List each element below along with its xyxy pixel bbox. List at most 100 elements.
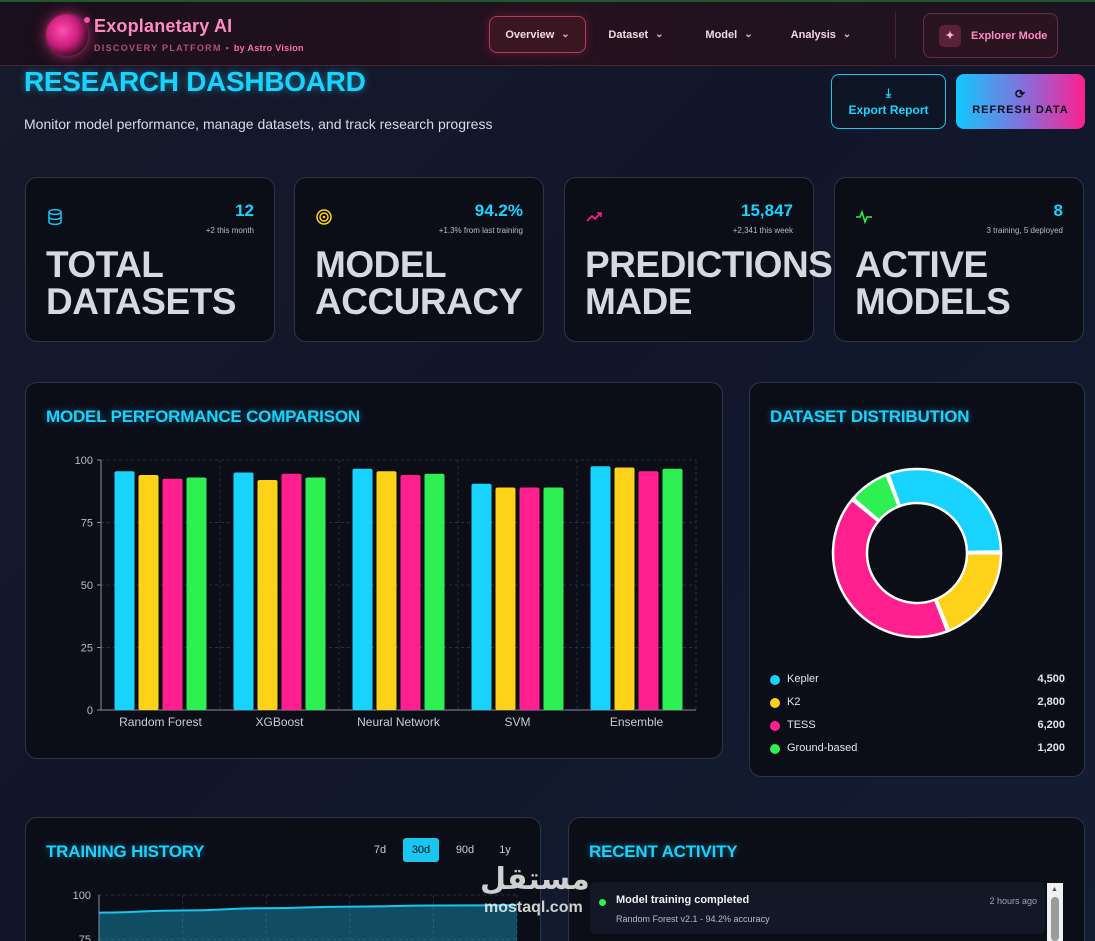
- y-tick-label: 100: [75, 455, 93, 467]
- chevron-down-icon: ⌄: [842, 29, 852, 40]
- donut-slice: [831, 498, 949, 639]
- bar: [281, 473, 302, 710]
- watermark: مستقل mostaql.com: [480, 862, 615, 922]
- legend-swatch: [770, 721, 780, 731]
- legend-value: 1,200: [1037, 742, 1065, 754]
- stat-label: Active Models: [855, 244, 1011, 322]
- bar: [352, 468, 373, 710]
- nav-divider: [895, 12, 896, 58]
- scroll-up-icon[interactable]: ▲: [1051, 886, 1058, 893]
- performance-bar-chart: 0 25 50 75 100 Random Forest XGBoost Neural Net…: [75, 455, 697, 729]
- y-tick-label: 75: [81, 518, 93, 530]
- stat-delta: 3 training, 5 deployed: [986, 226, 1064, 235]
- legend-value: 2,800: [1037, 696, 1065, 708]
- donut-slice: [851, 473, 901, 523]
- legend-value: 4,500: [1037, 673, 1065, 685]
- bar: [114, 471, 135, 710]
- legend-item[interactable]: Ground-based 1,200: [770, 740, 1065, 760]
- legend-label: TESS: [787, 719, 816, 731]
- refresh-data-button[interactable]: ⟳ REFRESH DATA: [956, 74, 1085, 129]
- stat-value: 15,847: [741, 201, 793, 220]
- bar: [662, 468, 683, 710]
- bar: [376, 471, 397, 710]
- trending-up-icon: [586, 212, 602, 222]
- status-dot: [84, 17, 90, 23]
- training-area-chart: 75 100: [73, 890, 518, 941]
- bar: [400, 475, 421, 710]
- activity-time: 2 hours ago: [989, 896, 1037, 906]
- x-tick-label: Ensemble: [610, 715, 664, 729]
- planet-logo[interactable]: [44, 12, 90, 58]
- chevron-down-icon: ⌄: [561, 29, 570, 40]
- stat-card-model-accuracy[interactable]: 94.2% +1.3% from last training Model Acc…: [294, 177, 544, 342]
- legend-item[interactable]: Kepler 4,500: [770, 671, 1065, 691]
- bar: [519, 487, 540, 710]
- page-title: RESEARCH DASHBOARD: [24, 66, 366, 97]
- page-subtitle: Monitor model performance, manage datase…: [24, 116, 493, 132]
- activity-description: Random Forest v2.1 - 94.2% accuracy: [616, 914, 770, 924]
- model-performance-panel: MODEL PERFORMANCE COMPARISON 0 25 50 75 100 R…: [25, 382, 723, 759]
- nav-dataset[interactable]: Dataset ⌄: [600, 16, 672, 53]
- bar: [495, 487, 516, 710]
- bar: [162, 478, 183, 710]
- nav-overview-label: Overview: [505, 28, 555, 41]
- y-tick-label: 50: [81, 580, 93, 592]
- stat-card-predictions-made[interactable]: 15,847 +2,341 this week Predictions Made: [564, 177, 833, 342]
- legend-swatch: [770, 698, 780, 708]
- donut-slice: [886, 467, 1003, 554]
- y-tick-label: 25: [81, 643, 93, 655]
- top-navigation-bar: Exoplanetary AI DISCOVERY PLATFORM • by …: [0, 0, 1095, 66]
- watermark-arabic: مستقل: [480, 862, 590, 897]
- legend-item[interactable]: K2 2,800: [770, 694, 1065, 714]
- export-report-button[interactable]: ⤓ Export Report: [831, 74, 946, 129]
- bar: [590, 466, 611, 710]
- refresh-icon: ⟳: [1014, 86, 1027, 101]
- stat-delta: +2 this month: [205, 226, 254, 235]
- area-line: [98, 904, 518, 914]
- chevron-down-icon: ⌄: [744, 29, 753, 40]
- bar: [638, 471, 659, 710]
- nav-overview[interactable]: Overview ⌄: [489, 16, 586, 53]
- x-tick-label: XGBoost: [255, 715, 304, 729]
- range-tab-30d[interactable]: 30d: [403, 838, 439, 862]
- legend-label: K2: [787, 696, 801, 708]
- panel-title: DATASET DISTRIBUTION: [770, 407, 970, 426]
- bar: [424, 473, 445, 710]
- legend-swatch: [770, 675, 780, 685]
- bar: [471, 483, 492, 710]
- explorer-mode-button[interactable]: ✦ Explorer Mode: [923, 13, 1058, 58]
- stat-value: 8: [1053, 201, 1063, 220]
- bar: [305, 477, 326, 710]
- bar: [233, 472, 254, 710]
- bar: [543, 487, 564, 710]
- legend-label: Kepler: [787, 673, 819, 685]
- range-tab-1y[interactable]: 1y: [499, 844, 511, 856]
- bar: [257, 480, 278, 710]
- activity-scrollbar[interactable]: ▲: [1047, 883, 1063, 941]
- export-report-label: Export Report: [848, 102, 929, 117]
- stat-card-active-models[interactable]: 8 3 training, 5 deployed Active Models: [834, 177, 1084, 342]
- scrollbar-thumb[interactable]: [1051, 897, 1059, 941]
- nav-dataset-label: Dataset: [608, 28, 649, 41]
- legend-swatch: [770, 744, 780, 754]
- range-tab-90d[interactable]: 90d: [455, 844, 475, 856]
- activity-icon: [856, 209, 872, 225]
- legend-item[interactable]: TESS 6,200: [770, 717, 1065, 737]
- explorer-mode-label: Explorer Mode: [971, 29, 1048, 42]
- y-tick-label: 75: [79, 934, 91, 941]
- activity-title: Model training completed: [616, 894, 750, 906]
- activity-item[interactable]: Model training completed Random Forest v…: [590, 882, 1045, 934]
- chevron-down-icon: ⌄: [655, 29, 664, 40]
- nav-analysis[interactable]: Analysis ⌄: [782, 16, 860, 53]
- area-fill: [99, 905, 517, 941]
- status-dot: [599, 899, 606, 906]
- distribution-donut-chart: [831, 467, 1003, 639]
- sparkle-icon: ✦: [939, 24, 961, 47]
- donut-slice: [934, 551, 1003, 633]
- database-icon: [48, 208, 62, 226]
- nav-model[interactable]: Model ⌄: [694, 16, 764, 53]
- stat-card-total-datasets[interactable]: 12 +2 this month Total Datasets: [25, 177, 275, 342]
- range-tab-7d[interactable]: 7d: [373, 844, 387, 856]
- brand-title[interactable]: Exoplanetary AI: [94, 16, 233, 36]
- nav-model-label: Model: [705, 28, 738, 41]
